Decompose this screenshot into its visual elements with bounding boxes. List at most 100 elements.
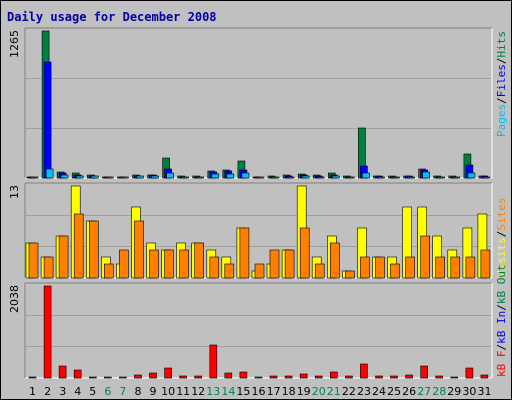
x-tick-label: 18 bbox=[282, 385, 296, 398]
top-y-max-label: 1265 bbox=[8, 30, 21, 58]
x-tick-label: 27 bbox=[417, 385, 431, 398]
middle-bar-sites bbox=[450, 256, 461, 279]
x-tick-label: 9 bbox=[150, 385, 157, 398]
bottom-bar-kb-f bbox=[58, 365, 67, 379]
x-tick-label: 2 bbox=[44, 385, 51, 398]
top-bar-pages bbox=[316, 176, 325, 179]
x-tick-label: 10 bbox=[161, 385, 175, 398]
middle-bar-sites bbox=[465, 256, 476, 279]
bottom-bar-kb-f bbox=[89, 376, 97, 379]
top-bar-pages bbox=[106, 176, 114, 179]
bottom-bar-kb-f bbox=[405, 374, 413, 379]
bottom-legend-kb-f: kB F bbox=[495, 351, 508, 378]
x-tick-label: 23 bbox=[357, 385, 371, 398]
middle-y-max-label: 13 bbox=[8, 185, 21, 199]
middle-bar-sites bbox=[43, 256, 54, 279]
bottom-plot-area bbox=[25, 283, 492, 378]
top-bar-pages bbox=[211, 173, 220, 179]
x-tick-label: 19 bbox=[297, 385, 311, 398]
top-bar-pages bbox=[331, 175, 340, 179]
top-bar-pages bbox=[226, 173, 235, 179]
bottom-legend-sep: / bbox=[495, 304, 508, 311]
middle-legend-sites: Sites bbox=[495, 198, 508, 231]
top-legend-files: Files bbox=[495, 64, 508, 97]
top-bar-pages bbox=[196, 176, 204, 179]
top-legend-pages: Pages bbox=[495, 104, 508, 137]
bottom-bar-kb-f bbox=[239, 371, 248, 379]
x-tick-label: 7 bbox=[119, 385, 126, 398]
x-tick-label: 25 bbox=[387, 385, 401, 398]
top-bar-pages bbox=[91, 175, 99, 179]
top-bar-pages bbox=[30, 176, 39, 179]
x-tick-label: 8 bbox=[135, 385, 142, 398]
top-bar-pages bbox=[452, 176, 461, 179]
x-tick-label: 11 bbox=[176, 385, 190, 398]
top-bar-pages bbox=[121, 176, 129, 179]
middle-legend-visits: Visits bbox=[495, 237, 508, 277]
middle-bar-sites bbox=[28, 242, 39, 279]
middle-bar-sites bbox=[134, 220, 144, 279]
middle-bar-sites bbox=[420, 235, 431, 279]
bottom-bar-kb-f bbox=[314, 375, 323, 379]
middle-bar-sites bbox=[390, 263, 400, 279]
top-bar-pages bbox=[136, 175, 144, 179]
top-bar-pages bbox=[256, 176, 265, 179]
bottom-legend: kB F/kB In/kB Out bbox=[495, 264, 508, 377]
bottom-bar-kb-f bbox=[179, 375, 187, 379]
panel-middle: 13 Visits/Sites bbox=[8, 182, 508, 279]
top-bar-pages bbox=[482, 176, 491, 179]
top-bar-pages bbox=[301, 175, 310, 179]
top-plot-area bbox=[25, 28, 492, 178]
x-tick-label: 26 bbox=[402, 385, 416, 398]
bottom-bar-kb-f bbox=[465, 367, 474, 379]
top-bar-pages bbox=[60, 174, 69, 179]
bottom-bar-kb-f bbox=[435, 375, 444, 379]
bottom-bar-kb-f bbox=[43, 285, 52, 379]
x-tick-label: 20 bbox=[312, 385, 326, 398]
x-tick-label: 14 bbox=[221, 385, 235, 398]
top-bar-pages bbox=[75, 175, 84, 179]
x-tick-label: 24 bbox=[372, 385, 386, 398]
x-tick-label: 29 bbox=[447, 385, 461, 398]
top-bar-pages bbox=[286, 176, 295, 179]
x-tick-label: 13 bbox=[206, 385, 220, 398]
middle-legend-sep: / bbox=[495, 231, 508, 238]
bottom-bar-kb-f bbox=[329, 371, 338, 379]
middle-bar-sites bbox=[254, 263, 265, 279]
bottom-legend-kb-out: kB Out bbox=[495, 264, 508, 304]
top-bar-pages bbox=[407, 176, 415, 179]
x-tick-label: 17 bbox=[267, 385, 281, 398]
top-bar-pages bbox=[271, 176, 280, 179]
bottom-legend-kb-in: kB In bbox=[495, 311, 508, 344]
middle-bar-sites bbox=[435, 256, 446, 279]
bottom-bar-kb-f bbox=[284, 375, 293, 379]
top-bar-pages bbox=[166, 172, 174, 179]
middle-bar-sites bbox=[269, 249, 280, 279]
top-legend-sep: / bbox=[495, 97, 508, 104]
middle-bar-sites bbox=[299, 227, 310, 279]
bottom-bar-kb-f bbox=[119, 376, 127, 379]
middle-bar-sites bbox=[58, 235, 69, 279]
x-tick-label: 4 bbox=[74, 385, 81, 398]
middle-bar-sites bbox=[239, 227, 250, 279]
x-tick-label: 1 bbox=[29, 385, 36, 398]
top-bar-pages bbox=[377, 176, 385, 179]
middle-bar-sites bbox=[360, 256, 370, 279]
bottom-bar-kb-f bbox=[480, 374, 489, 379]
bottom-bar-kb-f bbox=[390, 375, 398, 379]
bottom-bar-kb-f bbox=[164, 367, 172, 379]
bottom-bar-kb-f bbox=[194, 375, 202, 379]
middle-bar-sites bbox=[375, 256, 385, 279]
x-tick-label: 28 bbox=[432, 385, 446, 398]
bottom-bar-kb-f bbox=[450, 376, 459, 379]
x-tick-label: 22 bbox=[342, 385, 356, 398]
top-legend-sep: / bbox=[495, 58, 508, 65]
middle-bar-sites bbox=[73, 213, 84, 279]
top-bar-pages bbox=[437, 176, 446, 179]
middle-bar-sites bbox=[104, 263, 114, 279]
middle-bar-sites bbox=[224, 263, 235, 279]
top-bar-pages bbox=[45, 168, 54, 179]
